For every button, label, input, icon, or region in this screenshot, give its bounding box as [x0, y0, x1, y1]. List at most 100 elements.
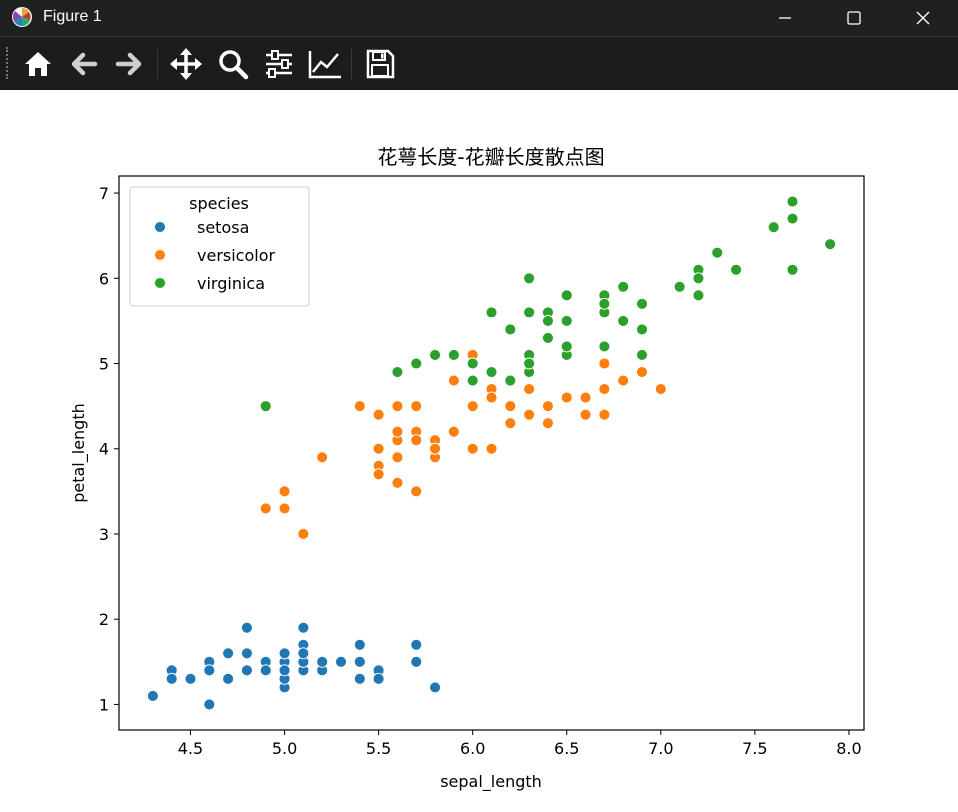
data-point-virginica	[523, 272, 536, 285]
data-point-versicolor	[278, 485, 291, 498]
matplotlib-logo-icon	[12, 7, 32, 27]
data-point-versicolor	[447, 425, 460, 438]
data-point-virginica	[560, 340, 573, 353]
data-point-versicolor	[316, 451, 329, 464]
legend-label-setosa: setosa	[197, 218, 249, 237]
home-icon	[25, 52, 51, 76]
legend-box	[129, 186, 310, 307]
data-point-versicolor	[297, 528, 310, 540]
data-point-setosa	[297, 621, 310, 634]
data-point-setosa	[297, 647, 310, 660]
edit-axis-icon	[308, 51, 341, 79]
data-point-virginica	[786, 195, 799, 208]
edit-axis-button[interactable]	[307, 46, 343, 82]
x-tick-label: 4.5	[178, 739, 203, 758]
close-icon	[916, 11, 930, 25]
data-point-versicolor	[410, 400, 423, 413]
minimize-icon	[779, 17, 791, 19]
legend-marker-virginica	[154, 277, 166, 289]
toolbar-separator	[351, 49, 352, 79]
minimize-button[interactable]	[750, 0, 820, 36]
data-point-versicolor	[278, 502, 291, 515]
legend-label-versicolor: versicolor	[197, 246, 275, 265]
data-point-versicolor	[504, 417, 517, 430]
data-point-versicolor	[541, 400, 554, 413]
data-point-versicolor	[636, 366, 648, 378]
close-button[interactable]	[888, 0, 958, 36]
y-axis-label: petal_length	[69, 403, 89, 503]
data-point-setosa	[259, 664, 272, 677]
data-point-virginica	[541, 314, 554, 327]
legend-marker-setosa	[154, 221, 166, 233]
legend-title: species	[189, 194, 249, 213]
data-point-virginica	[617, 314, 630, 327]
data-point-setosa	[429, 681, 442, 694]
data-point-setosa	[353, 655, 366, 668]
y-tick-label: 1	[99, 695, 109, 714]
figure-canvas[interactable]: 花萼长度-花瓣长度散点图 4.5 5.0 5.5 6.0 6.5 7.0 7.5 8.0 1 2…	[0, 90, 958, 808]
data-point-setosa	[278, 664, 291, 677]
data-point-virginica	[824, 238, 837, 251]
data-point-virginica	[523, 357, 536, 370]
y-tick-label: 5	[99, 355, 109, 374]
data-point-virginica	[673, 280, 686, 293]
navigation-toolbar	[0, 36, 958, 90]
legend: species setosa versicolor virginica	[129, 186, 310, 307]
y-tick-label: 6	[99, 269, 109, 288]
pan-button[interactable]	[168, 46, 204, 82]
x-tick-label: 5.5	[366, 739, 391, 758]
data-point-setosa	[203, 698, 216, 711]
save-icon	[366, 49, 395, 79]
save-button[interactable]	[362, 46, 398, 82]
y-tick-label: 4	[99, 440, 109, 459]
maximize-button[interactable]	[819, 0, 889, 36]
zoom-icon	[219, 50, 249, 80]
x-tick-label: 8.0	[836, 739, 861, 758]
back-button[interactable]	[66, 46, 102, 82]
data-point-setosa	[316, 655, 329, 668]
x-axis-ticks: 4.5 5.0 5.5 6.0 6.5 7.0 7.5 8.0	[178, 730, 862, 758]
scatter-chart: 花萼长度-花瓣长度散点图 4.5 5.0 5.5 6.0 6.5 7.0 7.5 8.0 1 2…	[69, 145, 865, 792]
data-point-virginica	[767, 221, 780, 234]
toolbar-grip[interactable]	[6, 47, 10, 79]
data-point-virginica	[636, 297, 648, 310]
data-point-versicolor	[598, 408, 611, 421]
x-axis-label: sepal_length	[440, 772, 542, 792]
data-point-setosa	[222, 672, 235, 685]
data-point-versicolor	[598, 383, 611, 396]
x-tick-label: 6.5	[554, 739, 579, 758]
x-tick-label: 7.0	[648, 739, 673, 758]
window-titlebar: Figure 1	[0, 0, 958, 36]
window-title: Figure 1	[43, 8, 102, 25]
data-point-setosa	[184, 672, 197, 685]
data-point-setosa	[372, 672, 385, 685]
data-point-versicolor	[391, 451, 404, 464]
data-point-versicolor	[598, 357, 611, 370]
data-point-setosa	[146, 689, 159, 702]
data-point-versicolor	[654, 383, 667, 396]
data-point-virginica	[466, 374, 479, 387]
data-point-versicolor	[372, 408, 385, 421]
data-point-setosa	[353, 638, 366, 651]
toolbar-separator	[157, 49, 158, 79]
data-point-versicolor	[579, 391, 592, 404]
data-point-setosa	[410, 638, 423, 651]
back-icon	[71, 52, 98, 76]
x-tick-label: 6.0	[460, 739, 485, 758]
x-tick-label: 7.5	[742, 739, 767, 758]
data-point-virginica	[504, 374, 517, 387]
forward-button[interactable]	[111, 46, 147, 82]
data-point-versicolor	[466, 400, 479, 413]
data-point-setosa	[222, 647, 235, 660]
data-point-versicolor	[447, 374, 460, 387]
data-point-virginica	[391, 366, 404, 378]
data-point-virginica	[541, 331, 554, 344]
zoom-button[interactable]	[215, 46, 251, 82]
data-point-setosa	[353, 672, 366, 685]
data-point-versicolor	[259, 502, 272, 515]
data-point-setosa	[410, 655, 423, 668]
data-point-versicolor	[466, 442, 479, 455]
configure-subplots-icon	[266, 50, 292, 78]
home-button[interactable]	[20, 46, 56, 82]
configure-subplots-button[interactable]	[261, 46, 297, 82]
